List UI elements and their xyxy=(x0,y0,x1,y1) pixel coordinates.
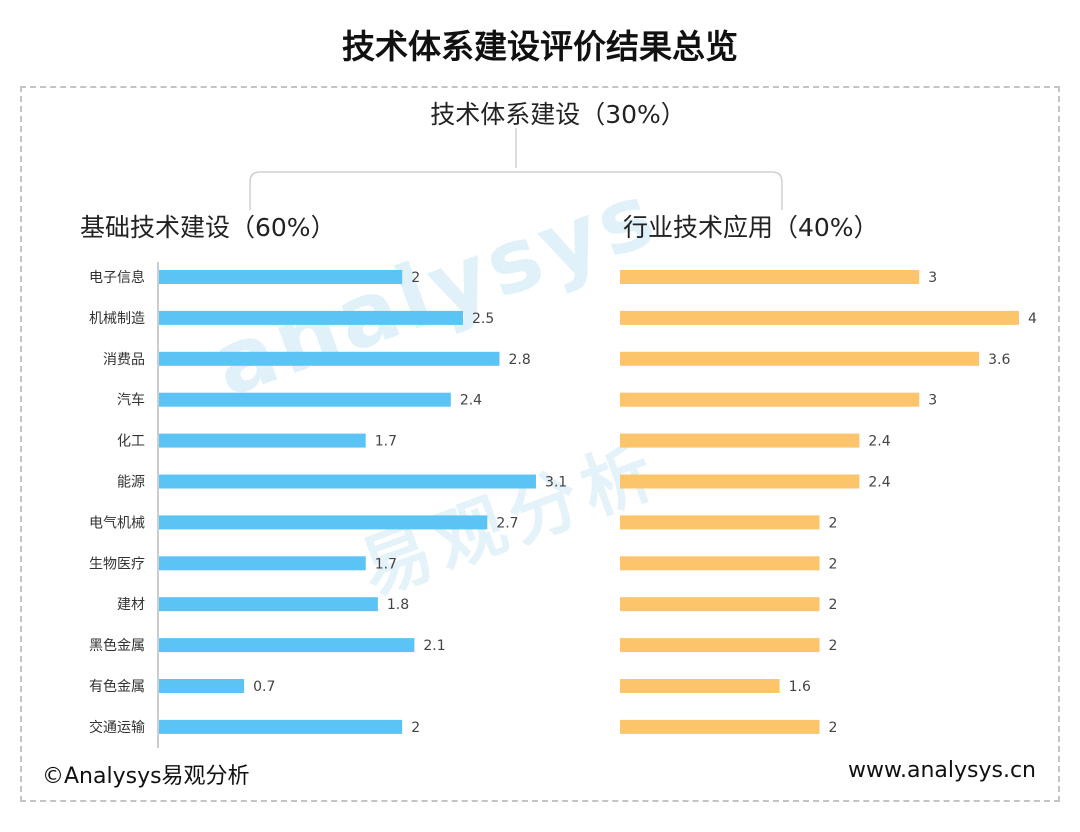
right-bar xyxy=(620,679,780,693)
right-bar xyxy=(620,351,980,366)
left-value-label: 2.1 xyxy=(423,638,445,654)
footer-website: www.analysys.cn xyxy=(848,758,1036,783)
left-group-label: 基础技术建设（60%） xyxy=(80,213,336,242)
right-bar xyxy=(620,392,920,407)
left-value-label: 3.1 xyxy=(545,475,567,491)
right-value-label: 2 xyxy=(829,720,838,736)
right-bar xyxy=(620,719,820,734)
root-node-label: 技术体系建设（30%） xyxy=(430,100,686,129)
left-category-label: 化工 xyxy=(117,434,145,450)
left-value-label: 2.4 xyxy=(460,393,482,409)
left-value-label: 2.7 xyxy=(496,515,518,531)
right-bar xyxy=(620,556,820,571)
left-bar xyxy=(159,310,463,325)
left-value-label: 1.7 xyxy=(375,556,397,572)
left-category-label: 电子信息 xyxy=(89,269,145,286)
left-category-label: 电气机械 xyxy=(89,515,145,531)
right-value-label: 4 xyxy=(1028,311,1037,327)
left-value-label: 1.8 xyxy=(387,597,409,613)
right-value-label: 2 xyxy=(829,556,838,572)
right-value-label: 2 xyxy=(829,515,838,531)
left-bar xyxy=(159,556,366,571)
right-bar xyxy=(620,433,860,448)
left-value-label: 1.7 xyxy=(375,434,397,450)
left-value-label: 2.5 xyxy=(472,311,494,327)
right-value-label: 2 xyxy=(829,597,838,613)
right-value-label: 2 xyxy=(829,638,838,654)
left-bar xyxy=(159,351,500,366)
left-category-label: 生物医疗 xyxy=(89,556,145,572)
right-bar xyxy=(620,270,920,284)
left-category-label: 能源 xyxy=(117,475,145,491)
right-bar xyxy=(620,638,820,653)
left-category-label: 有色金属 xyxy=(89,678,145,695)
left-category-label: 消费品 xyxy=(103,352,145,368)
left-category-label: 黑色金属 xyxy=(89,637,145,654)
chart-frame xyxy=(20,86,1060,802)
tree-bracket xyxy=(249,171,783,210)
right-value-label: 2.4 xyxy=(868,434,890,450)
left-category-label: 建材 xyxy=(117,597,145,613)
right-value-label: 1.6 xyxy=(789,679,811,695)
right-value-label: 3.6 xyxy=(988,352,1010,368)
right-value-label: 3 xyxy=(928,270,937,286)
left-bar xyxy=(159,474,536,489)
left-value-label: 2 xyxy=(411,720,420,736)
left-bar xyxy=(159,719,403,734)
right-value-label: 2.4 xyxy=(868,475,890,491)
left-bar xyxy=(159,515,488,530)
right-bar-chart: 3 4 3.6 3 2.4 2.4 2 2 2 2 1.6 2 xyxy=(620,270,1037,736)
left-bar xyxy=(159,392,451,407)
right-group-label: 行业技术应用（40%） xyxy=(623,213,879,242)
right-bar xyxy=(620,515,820,530)
left-value-label: 2 xyxy=(411,270,420,286)
right-bar xyxy=(620,310,1019,325)
right-value-label: 3 xyxy=(928,393,937,409)
left-bar xyxy=(159,679,245,693)
right-bar xyxy=(620,597,820,612)
left-bar xyxy=(159,433,366,448)
left-bar xyxy=(159,270,403,284)
left-bar xyxy=(159,597,378,612)
left-category-label: 汽车 xyxy=(117,392,145,409)
left-category-label: 交通运输 xyxy=(89,719,145,736)
left-bar-chart: 电子信息 2 机械制造 2.5 消费品 2.8 汽车 2.4 化工 1.7 能源 3.1 电气机械 2.7… xyxy=(89,269,567,736)
right-bar xyxy=(620,474,860,489)
left-value-label: 0.7 xyxy=(253,679,275,695)
left-bar xyxy=(159,638,415,653)
footer-copyright: ©Analysys易观分析 xyxy=(42,764,250,789)
page-title: 技术体系建设评价结果总览 xyxy=(342,27,738,66)
left-value-label: 2.8 xyxy=(508,352,530,368)
left-category-label: 机械制造 xyxy=(89,311,145,327)
